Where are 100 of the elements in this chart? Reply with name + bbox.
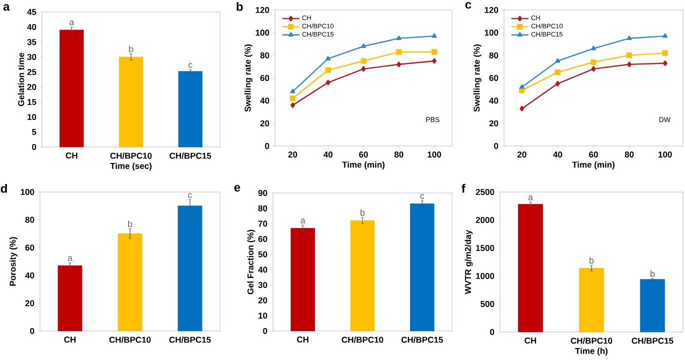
y-tick-label: 2000 xyxy=(476,216,494,223)
chart-title: c xyxy=(465,2,472,9)
annotation: a xyxy=(68,256,73,262)
point xyxy=(396,36,402,40)
point xyxy=(326,80,330,86)
y-tick-label: 0 xyxy=(265,142,270,149)
point xyxy=(361,66,366,72)
y-tick-label: 40 xyxy=(27,24,36,30)
x-tick-label: 60 xyxy=(589,152,598,158)
point xyxy=(290,88,296,94)
x-tick-label: CH xyxy=(524,338,536,344)
annotation: b xyxy=(360,209,365,216)
y-tick-label: 500 xyxy=(480,300,494,307)
point xyxy=(396,62,402,68)
point xyxy=(626,52,632,58)
y-tick-label: 100 xyxy=(256,30,270,36)
y-tick-label: 0 xyxy=(263,328,268,334)
x-axis-title: Time (h) xyxy=(575,348,608,356)
chart-title: e xyxy=(234,185,240,192)
annotation: c xyxy=(420,194,424,199)
point xyxy=(662,50,668,56)
x-tick-label: CH/BPC10 xyxy=(570,338,612,344)
x-tick-label: 100 xyxy=(658,152,672,158)
y-tick-label: 40 xyxy=(260,98,270,104)
annotation: c xyxy=(188,62,192,68)
bar xyxy=(58,265,82,332)
y-tick-label: 10 xyxy=(258,312,268,319)
y-tick-label: 100 xyxy=(484,30,498,36)
y-tick-label: 30 xyxy=(27,54,36,60)
y-tick-label: 20 xyxy=(260,120,270,126)
point xyxy=(662,60,668,66)
x-tick-label: CH xyxy=(297,336,308,343)
y-tick-label: 120 xyxy=(484,6,498,13)
point xyxy=(591,66,596,72)
x-tick-label: 80 xyxy=(624,152,634,158)
bar xyxy=(290,228,315,332)
x-axis-title: Time (min) xyxy=(342,161,384,170)
bar xyxy=(518,204,543,332)
x-tick-label: 40 xyxy=(553,152,562,158)
y-tick-label: 0 xyxy=(494,142,498,149)
bar xyxy=(350,220,375,332)
y-tick-label: 0 xyxy=(30,328,34,334)
annotation: a xyxy=(70,20,74,26)
y-tick-label: 20 xyxy=(25,300,34,306)
bar xyxy=(178,206,202,332)
x-axis-title: Time (sec) xyxy=(110,162,152,171)
x-tick-label: CH/BPC15 xyxy=(632,338,674,344)
y-tick-label: 90 xyxy=(258,190,268,196)
y-axis-title: Swelling rate (%) xyxy=(473,44,482,112)
point xyxy=(555,58,560,63)
point xyxy=(590,46,596,50)
point xyxy=(396,49,402,55)
x-tick-label: 100 xyxy=(428,152,442,158)
annotation: a xyxy=(300,218,306,224)
y-axis-title: Porosity (%) xyxy=(10,237,18,286)
point xyxy=(360,58,366,64)
y-tick-label: 60 xyxy=(489,74,498,81)
y-tick-label: 100 xyxy=(20,188,34,195)
y-tick-label: 10 xyxy=(28,114,36,120)
point xyxy=(662,33,668,38)
y-tick-label: 0 xyxy=(490,328,494,335)
y-tick-label: 20 xyxy=(27,84,36,90)
bar xyxy=(640,279,665,332)
x-tick-label: 60 xyxy=(359,152,368,158)
x-tick-label: CH xyxy=(66,152,78,159)
y-tick-label: 30 xyxy=(258,282,268,288)
y-tick-label: 70 xyxy=(258,220,268,227)
point xyxy=(290,96,296,102)
y-tick-label: 40 xyxy=(25,272,34,278)
y-tick-label: 120 xyxy=(256,6,270,13)
y-tick-label: 35 xyxy=(27,38,36,46)
point xyxy=(432,33,437,38)
x-tick-label: 40 xyxy=(324,152,332,158)
annotation: b xyxy=(650,270,655,277)
point xyxy=(590,59,596,65)
x-tick-label: 80 xyxy=(394,152,404,158)
chart-title: f xyxy=(462,184,466,193)
x-tick-label: CH/BPC15 xyxy=(401,336,443,343)
y-tick-label: 1000 xyxy=(476,272,494,279)
point xyxy=(326,56,331,60)
bar xyxy=(118,56,144,148)
bar xyxy=(410,204,434,332)
point xyxy=(626,36,632,40)
chart-title: b xyxy=(236,2,243,11)
y-axis-title: WVTR g/m2/day xyxy=(464,230,473,294)
annotation: b xyxy=(128,220,132,228)
annotation: b xyxy=(129,46,134,52)
y-tick-label: 80 xyxy=(489,52,498,58)
point xyxy=(520,106,524,112)
y-tick-label: 1500 xyxy=(476,244,494,251)
y-tick-label: 60 xyxy=(258,236,268,242)
point xyxy=(519,84,524,89)
bar xyxy=(118,233,142,332)
y-tick-label: 40 xyxy=(489,98,498,104)
chart-title: d xyxy=(0,184,7,193)
y-axis-title: Swelling rate (%) xyxy=(244,44,252,112)
point xyxy=(360,43,366,48)
point xyxy=(554,70,560,76)
y-tick-label: 60 xyxy=(260,74,270,81)
y-axis-title: Gel Fraction (%) xyxy=(247,230,256,294)
